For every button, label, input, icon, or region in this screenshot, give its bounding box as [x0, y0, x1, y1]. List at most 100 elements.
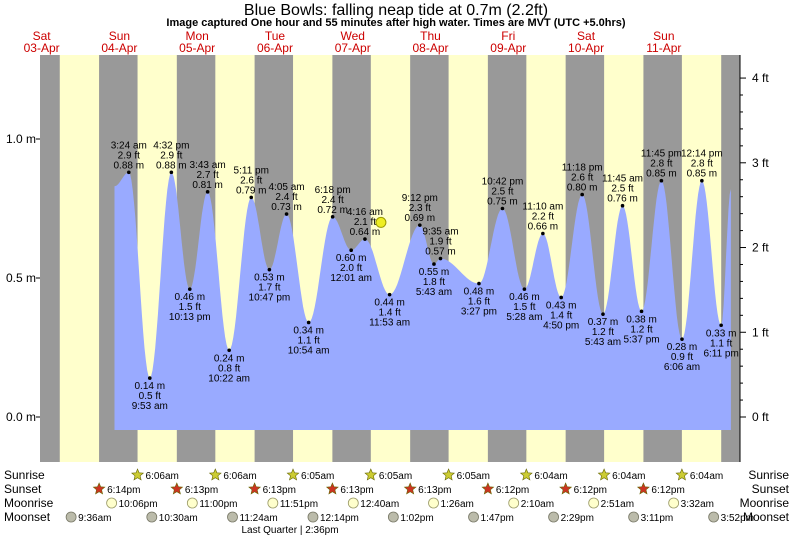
- moonrise-time: 2:10am: [521, 499, 554, 510]
- sunset-icon: [481, 482, 495, 495]
- moonset-time: 1:02pm: [400, 513, 433, 524]
- extreme-label: 0.24 m: [214, 353, 245, 364]
- sunset-label-left: Sunset: [4, 482, 42, 496]
- moonrise-icon: [428, 497, 439, 509]
- extreme-point: [249, 195, 254, 200]
- sunrise-icon: [675, 468, 689, 481]
- moonrise-time: 11:51pm: [280, 499, 318, 510]
- day-date: 08-Apr: [412, 41, 448, 55]
- left-axis-label: 0.0 m: [6, 410, 36, 424]
- sunset-icon: [92, 482, 106, 495]
- extreme-label: 0.33 m: [706, 328, 737, 339]
- sunrise-label-left: Sunrise: [4, 468, 45, 482]
- day-date: 07-Apr: [335, 41, 371, 55]
- sunset-icon: [636, 482, 650, 495]
- moonset-time: 11:24am: [240, 513, 278, 524]
- sunrise-time: 6:05am: [457, 471, 490, 482]
- moonset-icon: [146, 511, 158, 523]
- extreme-label: 0.55 m: [419, 267, 450, 278]
- moonset-icon: [628, 511, 640, 523]
- extreme-label: 1.5 ft: [513, 302, 535, 313]
- moonset-time: 2:29pm: [561, 513, 594, 524]
- extreme-label: 0.28 m: [667, 342, 698, 353]
- sunset-time: 6:13pm: [340, 485, 373, 496]
- extreme-point: [126, 170, 131, 175]
- sunset-icon: [248, 482, 262, 495]
- extreme-label: 0.46 m: [174, 292, 205, 303]
- extreme-label: 0.8 ft: [218, 363, 240, 374]
- moonset-icon: [468, 511, 479, 523]
- extreme-point: [580, 192, 584, 197]
- moonrise-label-left: Moonrise: [4, 496, 54, 510]
- right-axis-label: 4 ft: [752, 71, 769, 85]
- day-name: Tue: [265, 29, 286, 43]
- moonset-time: 1:47pm: [481, 513, 514, 524]
- extreme-label: 0.34 m: [293, 325, 324, 336]
- extreme-label: 1.9 ft: [429, 237, 451, 248]
- extreme-point: [387, 292, 392, 297]
- extreme-label: 0.53 m: [254, 273, 285, 284]
- extreme-label: 3:43 am: [190, 160, 226, 171]
- sunrise-icon: [364, 468, 378, 481]
- right-axis-label: 3 ft: [752, 156, 769, 170]
- extreme-point: [541, 231, 545, 236]
- right-axis-label: 0 ft: [752, 410, 769, 424]
- extreme-label: 2.7 ft: [196, 170, 218, 181]
- extreme-label: 2.1 ft: [354, 217, 376, 228]
- extreme-label: 5:11 pm: [234, 165, 269, 176]
- extreme-label: 11:45 pm: [641, 149, 682, 160]
- extreme-point: [639, 309, 644, 314]
- extreme-label: 0.73 m: [271, 202, 302, 213]
- extreme-label: 4:50 pm: [543, 320, 579, 331]
- day-name: Mon: [186, 29, 209, 43]
- extreme-label: 2.4 ft: [322, 195, 344, 206]
- extreme-label: 1.2 ft: [592, 327, 614, 338]
- sunset-icon: [403, 482, 417, 495]
- sunrise-time: 6:05am: [379, 471, 412, 482]
- sunrise-time: 6:06am: [223, 471, 256, 482]
- extreme-label: 10:13 pm: [169, 312, 211, 323]
- extreme-point: [147, 376, 152, 380]
- extreme-label: 0.43 m: [546, 300, 577, 311]
- extreme-point: [432, 262, 436, 266]
- extreme-label: 3:24 am: [111, 140, 147, 151]
- extreme-label: 12:01 am: [330, 273, 372, 284]
- extreme-point: [477, 281, 481, 286]
- moonset-time: 3:52pm: [721, 513, 754, 524]
- extreme-label: 2.5 ft: [491, 187, 513, 198]
- extreme-label: 1.6 ft: [468, 297, 490, 308]
- extreme-label: 10:22 am: [208, 373, 250, 384]
- extreme-label: 0.60 m: [336, 253, 367, 264]
- extreme-point: [330, 215, 335, 219]
- extreme-label: 12:14 pm: [681, 149, 723, 160]
- extreme-point: [438, 256, 443, 261]
- extreme-label: 0.75 m: [487, 197, 518, 208]
- tide-curve: [114, 172, 731, 430]
- sunrise-icon: [208, 468, 222, 481]
- moonrise-icon: [508, 497, 520, 509]
- extreme-label: 0.48 m: [464, 287, 495, 298]
- sunrise-time: 6:06am: [146, 471, 179, 482]
- extreme-label: 1.2 ft: [630, 324, 652, 335]
- moonrise-time: 1:26am: [441, 499, 474, 510]
- extreme-label: 9:35 am: [422, 227, 458, 238]
- night-band: [40, 55, 60, 462]
- extreme-label: 4:32 pm: [153, 140, 189, 151]
- current-tide-marker: [375, 216, 387, 228]
- extreme-label: 0.85 m: [687, 169, 718, 180]
- extreme-label: 0.9 ft: [671, 352, 693, 363]
- extreme-label: 10:42 pm: [482, 177, 524, 188]
- extreme-labels: 3:24 am2.9 ft0.88 m0.14 m0.5 ft9:53 am4:…: [111, 140, 739, 412]
- right-axis-label: 1 ft: [752, 325, 769, 339]
- extreme-label: 0.76 m: [607, 194, 638, 205]
- sunrise-icon: [131, 468, 145, 481]
- extreme-label: 0.88 m: [114, 160, 145, 171]
- moonrise-icon: [186, 497, 198, 509]
- extreme-label: 3:27 pm: [461, 307, 497, 318]
- extreme-label: 0.57 m: [425, 247, 456, 258]
- extreme-label: 9:53 am: [132, 401, 168, 412]
- day-headers: Sat03-AprSun04-AprMon05-AprTue06-AprWed0…: [24, 29, 682, 55]
- day-date: 03-Apr: [24, 41, 60, 55]
- sunset-label-right: Sunset: [752, 482, 790, 496]
